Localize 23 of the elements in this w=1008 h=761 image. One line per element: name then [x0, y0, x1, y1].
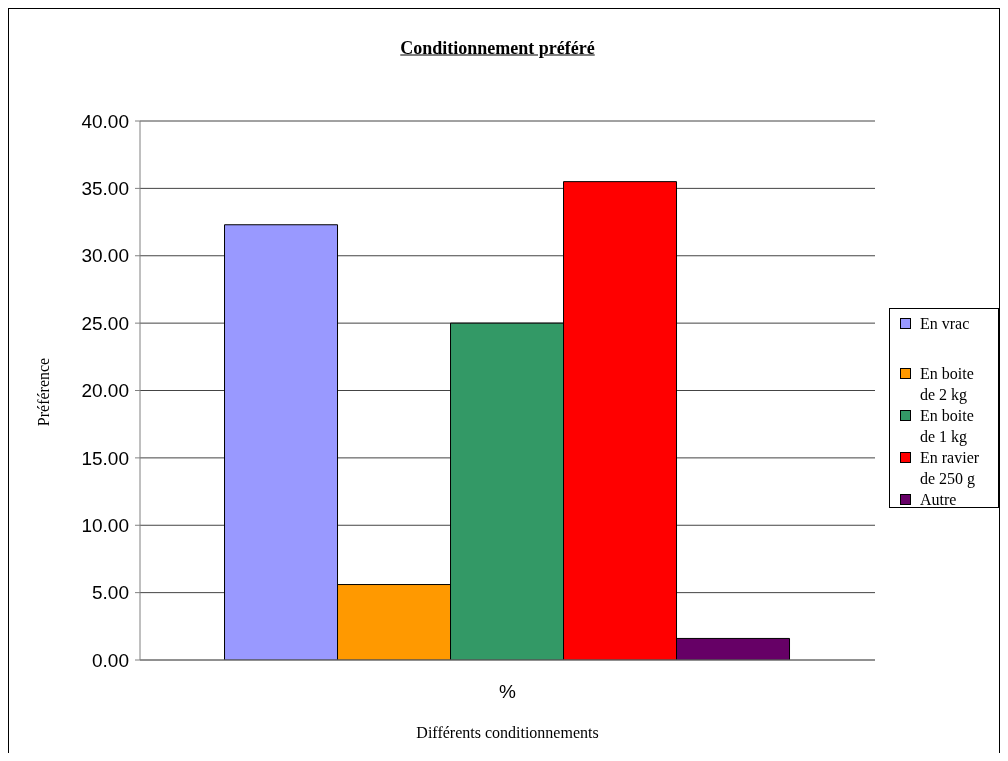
y-axis-title: Préférence — [35, 357, 52, 427]
legend-label: En boite de 2 kg — [920, 365, 974, 403]
y-tick-label: 35.00 — [81, 178, 129, 200]
bar — [337, 584, 452, 660]
bar — [563, 181, 678, 660]
legend-label: En ravier de 250 g — [920, 449, 980, 487]
y-tick-label: 30.00 — [81, 245, 129, 267]
y-tick-label: 0.00 — [92, 649, 129, 671]
chart-title: Conditionnement préféré — [400, 37, 595, 58]
legend-label: En boite de 1 kg — [920, 407, 974, 445]
y-tick-label: 20.00 — [81, 380, 129, 402]
bar — [676, 637, 791, 660]
legend-label: Autre — [920, 491, 957, 508]
y-tick-label: 15.00 — [81, 447, 129, 469]
x-tick-label: % — [499, 681, 517, 703]
bar — [450, 322, 565, 660]
x-axis-title: Différents conditionnements — [416, 724, 599, 741]
bar — [224, 224, 339, 660]
y-tick-label: 10.00 — [81, 514, 129, 536]
y-tick-label: 40.00 — [81, 110, 129, 132]
legend-label: En vrac — [920, 315, 970, 332]
y-tick-label: 5.00 — [92, 582, 129, 604]
y-tick-label: 25.00 — [81, 312, 129, 334]
